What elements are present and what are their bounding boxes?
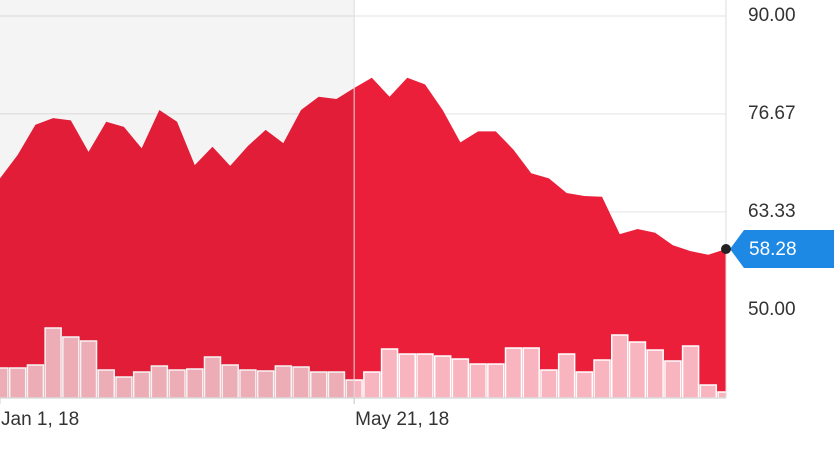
volume-bar (664, 360, 682, 398)
y-tick-label: 90.00 (748, 5, 796, 26)
volume-bar (309, 371, 328, 398)
volume-bar (79, 340, 98, 398)
volume-bar (522, 347, 540, 398)
range-shade (0, 0, 355, 398)
x-tick-label: May 21, 18 (355, 409, 449, 430)
last-value-tag (730, 230, 834, 269)
volume-bar (97, 369, 115, 398)
volume-bar (363, 371, 381, 398)
volume-bar (699, 384, 718, 398)
volume-bar (292, 366, 310, 398)
volume-bar (593, 359, 611, 398)
volume-bar (8, 367, 27, 398)
volume-bar (168, 369, 186, 398)
volume-bar (186, 368, 204, 398)
volume-bar (433, 355, 452, 398)
volume-bar (469, 363, 487, 398)
volume-bar (26, 364, 45, 398)
volume-bar (62, 336, 80, 398)
last-value-dot (721, 244, 731, 255)
volume-bar (451, 358, 470, 398)
volume-bar (150, 365, 169, 398)
y-tick-label: 63.33 (748, 201, 796, 222)
volume-bar (132, 371, 151, 398)
volume-bar (557, 353, 576, 398)
volume-bar (44, 327, 62, 398)
volume-bar (717, 391, 726, 398)
volume-bar (203, 356, 222, 398)
y-tick-label: 76.67 (748, 103, 796, 124)
volume-bar (504, 347, 523, 398)
volume-bar (327, 371, 346, 398)
volume-bar (628, 341, 647, 398)
volume-bar (398, 353, 417, 398)
volume-bar (575, 371, 594, 398)
price-area (0, 77, 726, 398)
volume-bar (380, 348, 399, 398)
volume-bar (0, 367, 9, 398)
volume-bar (239, 369, 257, 398)
y-tick-label: 50.00 (748, 299, 796, 320)
volume-bar (646, 349, 664, 398)
volume-bar (115, 376, 133, 398)
volume-bar (540, 369, 558, 398)
x-tick-label: Jan 1, 18 (1, 409, 79, 430)
volume-bar (681, 345, 700, 398)
volume-bar (487, 363, 505, 398)
volume-bar (611, 334, 629, 398)
volume-bar (221, 364, 239, 398)
volume-bar (256, 370, 275, 398)
volume-bar (416, 353, 434, 398)
last-value-label: 58.28 (749, 239, 797, 260)
volume-bar (274, 365, 293, 398)
